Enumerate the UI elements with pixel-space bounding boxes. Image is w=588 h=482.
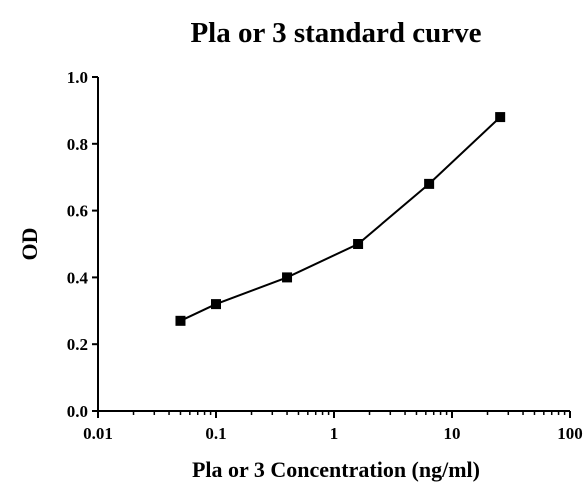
x-axis-label: Pla or 3 Concentration (ng/ml) xyxy=(192,457,480,482)
x-tick-label: 0.01 xyxy=(83,424,113,443)
data-point xyxy=(175,315,186,326)
x-tick-label: 10 xyxy=(444,424,461,443)
data-point xyxy=(424,178,435,189)
x-tick-label: 1 xyxy=(330,424,339,443)
plot-area: 0.0 0.2 0.4 0.6 0.8 1.0 0.01 0.1 1 10 100 xyxy=(67,68,583,443)
y-tick-label: 0.2 xyxy=(67,335,88,354)
y-axis-label: OD xyxy=(17,228,42,261)
y-tick-label: 1.0 xyxy=(67,68,88,87)
data-point xyxy=(353,239,364,249)
chart-title: Pla or 3 standard curve xyxy=(190,17,481,49)
y-tick-label: 0.8 xyxy=(67,135,88,154)
y-tick-label: 0.0 xyxy=(67,402,88,421)
data-point xyxy=(495,112,506,123)
x-tick-label: 100 xyxy=(557,424,583,443)
data-point xyxy=(282,272,293,283)
series-line xyxy=(180,116,501,322)
x-tick-label: 0.1 xyxy=(205,424,226,443)
data-point xyxy=(211,299,221,310)
y-tick-label: 0.6 xyxy=(67,202,88,221)
y-tick-label: 0.4 xyxy=(67,268,89,287)
